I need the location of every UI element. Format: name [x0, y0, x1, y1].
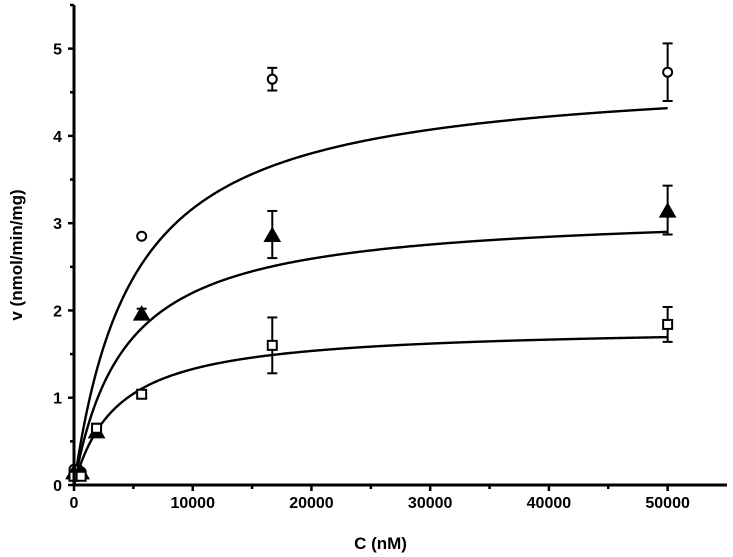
data-point: [658, 202, 677, 218]
data-point: [662, 318, 674, 330]
axes: [72, 5, 727, 487]
x-tick-label: 30000: [408, 495, 453, 512]
x-tick-label: 20000: [289, 495, 334, 512]
data-point: [263, 226, 282, 243]
error-bars: [91, 42, 673, 437]
data-point: [136, 230, 148, 242]
y-ticks: 0 1 2 3 4 5: [53, 3, 74, 495]
y-axis-label: v (nmol/min/mg): [7, 189, 26, 320]
fit-curves: [72, 106, 668, 486]
fit-curve-series-1: [72, 106, 668, 486]
y-tick-label: 4: [53, 129, 62, 146]
fit-curve-series-2: [72, 230, 668, 486]
data-point: [75, 470, 87, 482]
y-tick-label: 5: [53, 42, 62, 59]
fit-curve-series-3: [72, 335, 668, 486]
y-tick-label: 0: [53, 478, 62, 495]
data-point: [136, 388, 148, 400]
y-tick-label: 1: [53, 391, 62, 408]
x-tick-label: 0: [70, 495, 79, 512]
data-points: [65, 66, 677, 482]
y-tick-label: 2: [53, 303, 62, 320]
x-tick-label: 10000: [170, 495, 215, 512]
x-tick-label: 50000: [645, 495, 690, 512]
x-ticks: 0 10000 20000 30000 40000 50000: [70, 485, 690, 512]
data-point: [266, 73, 278, 85]
x-axis-label: C (nM): [354, 534, 407, 553]
data-point: [662, 66, 674, 78]
data-point: [91, 422, 103, 434]
data-point: [266, 339, 278, 351]
y-tick-label: 3: [53, 216, 62, 233]
x-tick-label: 40000: [527, 495, 572, 512]
data-point: [132, 305, 151, 321]
